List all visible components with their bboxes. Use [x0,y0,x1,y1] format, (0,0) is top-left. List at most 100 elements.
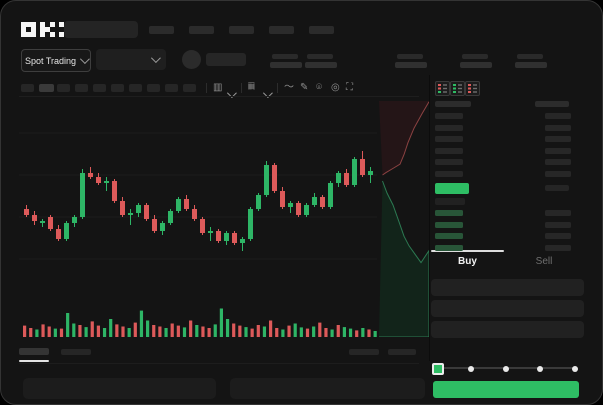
orderbook-bid-row[interactable] [435,221,585,229]
orderbook-ask-row[interactable] [435,124,585,132]
timeframe-button[interactable] [129,84,142,92]
stat-value [395,62,427,68]
divider [429,75,430,361]
timeframe-button[interactable] [183,84,196,92]
chart-bottom-tab-active[interactable] [19,348,49,355]
nav-item[interactable] [309,26,334,34]
timeframe-button[interactable] [75,84,88,92]
slider-stop[interactable] [467,366,474,372]
timeframe-button[interactable] [39,84,54,92]
amount-slider-handle[interactable] [432,362,444,375]
ask-price-cell [435,159,463,166]
line-tool-icon[interactable]: 〜 [284,82,294,93]
slider-stop[interactable] [537,366,544,372]
bid-amount-cell [545,221,571,228]
indicator-icon[interactable]: 𝄜 [248,82,255,93]
orderbook-amount-cell [545,185,569,191]
market-type-selector[interactable]: Spot Trading [21,49,91,72]
ask-amount-cell [545,136,571,143]
buy-submit-button[interactable] [433,381,579,398]
bid-amount-cell [545,233,571,240]
camera-icon[interactable]: ⌾ [316,82,322,93]
ask-amount-cell [545,159,571,166]
bid-amount-cell [545,210,571,216]
timeframe-button[interactable] [147,84,160,92]
orderbook-bid-row[interactable] [435,210,585,217]
stat-label [517,54,543,59]
price-field[interactable] [431,279,584,296]
index-price-chip [435,198,465,205]
ask-price-cell [435,136,463,143]
search-input[interactable] [64,21,138,38]
chevron-down-icon [79,54,90,65]
divider [241,83,242,93]
divider [19,96,419,97]
timeframe-button[interactable] [165,84,178,92]
ask-price-cell [435,147,463,154]
total-field[interactable] [431,321,584,338]
stat-value [460,62,492,68]
amount-field[interactable] [431,300,584,317]
ask-amount-cell [545,124,571,131]
chart-footer-control[interactable] [388,349,416,355]
orderbook-view-book-bids[interactable] [450,81,465,96]
divider [277,83,278,93]
fullscreen-icon[interactable]: ⛶ [346,82,353,93]
bid-price-cell [435,221,463,228]
ask-amount-cell [545,147,571,154]
chart-bottom-tab[interactable] [61,349,91,355]
stat-value [270,62,302,68]
logo-glyph [40,22,55,37]
active-tab-underline [19,360,49,362]
settings-icon[interactable]: ◎ [331,82,340,93]
nav-item[interactable] [229,26,254,34]
timeframe-button[interactable] [111,84,124,92]
bid-price-cell [435,210,463,216]
logo-glyph [21,22,36,37]
ask-price-cell [435,113,463,119]
draw-pencil-icon[interactable]: ✎ [300,82,309,93]
market-type-label: Spot Trading [24,55,77,66]
nav-item[interactable] [269,26,294,34]
stat-label [272,54,298,59]
divider [19,363,419,364]
orderbook-ask-row[interactable] [435,171,585,178]
candlestick-chart[interactable] [19,97,377,337]
tab-sell[interactable]: Sell [535,256,553,267]
ask-amount-cell [545,113,571,119]
timeframe-button[interactable] [93,84,106,92]
avatar[interactable] [182,50,201,69]
bottom-panel-right[interactable] [230,378,425,399]
depth-chart [379,101,429,337]
last-price-badge[interactable] [435,183,469,194]
bottom-panel-left[interactable] [23,378,216,399]
orderbook-col-amount-header [535,101,569,107]
ask-price-cell [435,171,463,177]
pair-dropdown[interactable] [96,49,166,70]
timeframe-button[interactable] [21,84,34,92]
stat-label [307,54,333,59]
bid-price-cell [435,244,463,251]
candle-style-icon[interactable]: ▥ [213,82,223,93]
nav-item[interactable] [149,26,174,34]
orderbook-ask-row[interactable] [435,159,585,166]
stat-value [515,62,547,68]
nav-item[interactable] [189,26,214,34]
chart-footer-control[interactable] [349,349,379,355]
orderbook-bid-row[interactable] [435,233,585,240]
tab-buy[interactable]: Buy [458,256,477,267]
orderbook-ask-row[interactable] [435,113,585,120]
account-chip[interactable] [206,53,246,66]
divider [206,83,207,93]
orderbook-bid-row[interactable] [435,244,585,252]
orderbook-col-price-header [435,101,471,107]
orderbook-ask-row[interactable] [435,136,585,143]
slider-stop[interactable] [572,366,579,372]
timeframe-button[interactable] [57,84,70,92]
orderbook-view-book-asks[interactable] [465,81,480,96]
slider-stop[interactable] [502,366,509,372]
stat-value [305,62,337,68]
orderbook-ask-row[interactable] [435,147,585,155]
orderbook-view-book-both[interactable] [435,81,450,96]
